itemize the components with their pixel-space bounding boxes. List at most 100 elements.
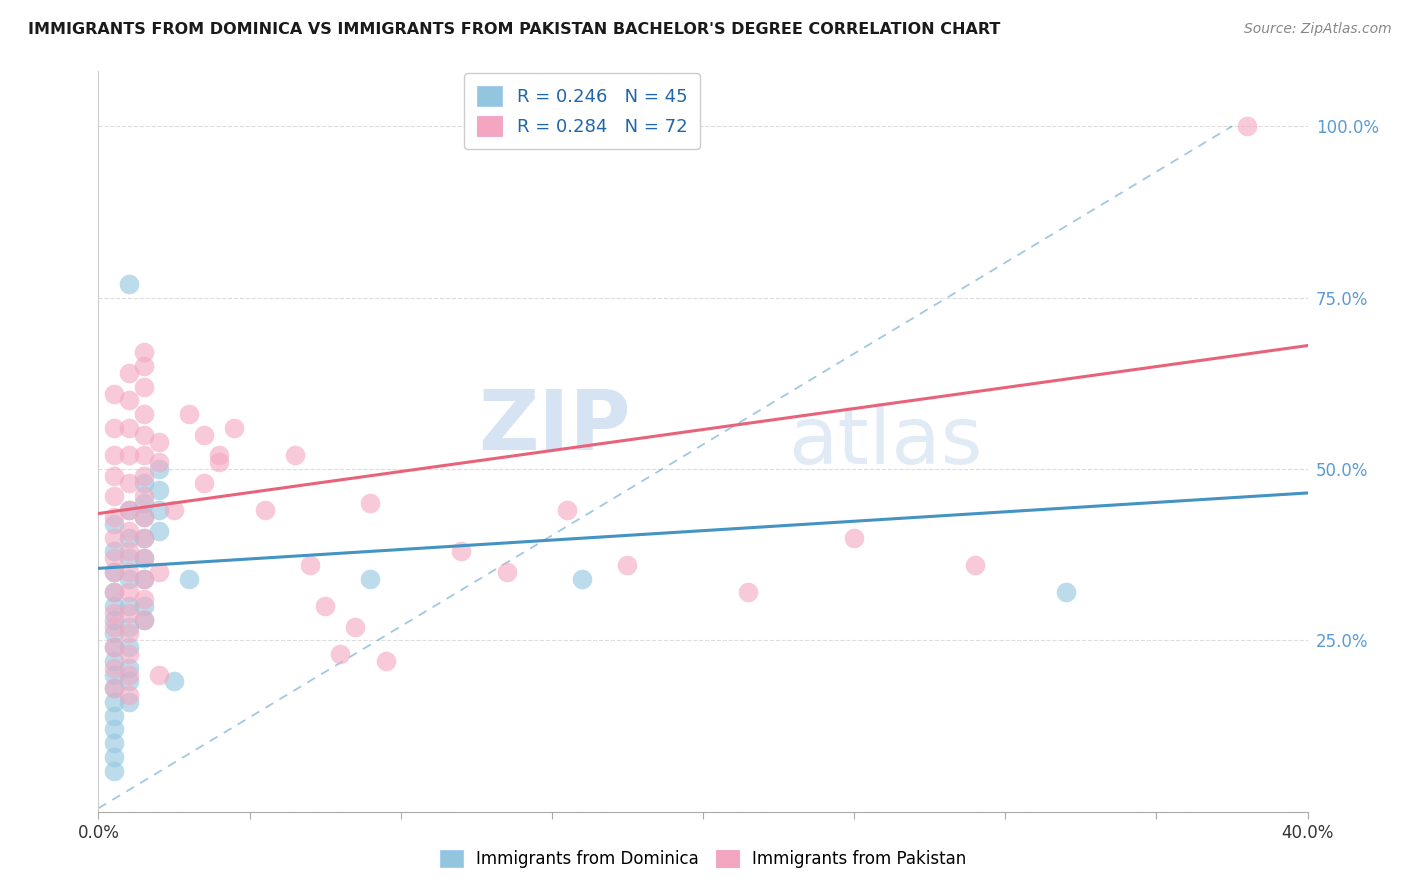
Point — [163, 503, 186, 517]
Point — [132, 496, 155, 510]
Point — [103, 681, 125, 696]
Point — [360, 496, 382, 510]
Point — [118, 565, 141, 579]
Point — [118, 619, 141, 633]
Point — [193, 427, 215, 442]
Point — [163, 674, 186, 689]
Point — [103, 606, 125, 620]
Point — [118, 503, 141, 517]
Point — [103, 386, 125, 401]
Point — [103, 681, 125, 696]
Point — [103, 510, 125, 524]
Point — [118, 626, 141, 640]
Point — [555, 503, 578, 517]
Point — [179, 572, 201, 586]
Point — [132, 510, 155, 524]
Point — [118, 544, 141, 558]
Point — [132, 489, 155, 503]
Point — [1054, 585, 1077, 599]
Point — [118, 475, 141, 490]
Point — [103, 421, 125, 435]
Point — [132, 551, 155, 566]
Text: ZIP: ZIP — [478, 386, 630, 467]
Point — [118, 585, 141, 599]
Point — [103, 667, 125, 681]
Point — [132, 613, 155, 627]
Point — [132, 510, 155, 524]
Point — [103, 468, 125, 483]
Point — [132, 427, 155, 442]
Point — [103, 489, 125, 503]
Text: atlas: atlas — [787, 402, 981, 481]
Point — [103, 516, 125, 531]
Point — [132, 475, 155, 490]
Point — [329, 647, 352, 661]
Point — [132, 551, 155, 566]
Point — [208, 448, 231, 462]
Point — [844, 531, 866, 545]
Point — [103, 619, 125, 633]
Point — [103, 695, 125, 709]
Point — [103, 626, 125, 640]
Point — [118, 448, 141, 462]
Point — [103, 565, 125, 579]
Point — [737, 585, 759, 599]
Point — [118, 667, 141, 681]
Point — [616, 558, 638, 572]
Legend: R = 0.246   N = 45, R = 0.284   N = 72: R = 0.246 N = 45, R = 0.284 N = 72 — [464, 73, 700, 149]
Point — [299, 558, 322, 572]
Point — [118, 503, 141, 517]
Point — [132, 572, 155, 586]
Point — [103, 448, 125, 462]
Point — [344, 619, 367, 633]
Point — [118, 688, 141, 702]
Point — [284, 448, 307, 462]
Point — [118, 674, 141, 689]
Point — [132, 468, 155, 483]
Point — [103, 599, 125, 613]
Point — [118, 551, 141, 566]
Point — [360, 572, 382, 586]
Point — [118, 661, 141, 675]
Point — [132, 380, 155, 394]
Point — [132, 531, 155, 545]
Point — [103, 551, 125, 566]
Point — [103, 708, 125, 723]
Point — [132, 572, 155, 586]
Point — [148, 667, 170, 681]
Point — [118, 647, 141, 661]
Point — [103, 661, 125, 675]
Point — [118, 421, 141, 435]
Point — [374, 654, 396, 668]
Point — [103, 531, 125, 545]
Point — [103, 565, 125, 579]
Point — [450, 544, 472, 558]
Text: IMMIGRANTS FROM DOMINICA VS IMMIGRANTS FROM PAKISTAN BACHELOR'S DEGREE CORRELATI: IMMIGRANTS FROM DOMINICA VS IMMIGRANTS F… — [28, 22, 1001, 37]
Text: Source: ZipAtlas.com: Source: ZipAtlas.com — [1244, 22, 1392, 37]
Point — [148, 524, 170, 538]
Point — [118, 640, 141, 655]
Point — [193, 475, 215, 490]
Point — [103, 640, 125, 655]
Point — [132, 592, 155, 607]
Point — [103, 736, 125, 750]
Point — [118, 572, 141, 586]
Point — [132, 407, 155, 421]
Point — [118, 695, 141, 709]
Point — [1236, 119, 1258, 133]
Point — [495, 565, 517, 579]
Point — [571, 572, 593, 586]
Point — [179, 407, 201, 421]
Point — [103, 723, 125, 737]
Point — [132, 531, 155, 545]
Point — [103, 654, 125, 668]
Point — [103, 613, 125, 627]
Point — [103, 544, 125, 558]
Point — [132, 448, 155, 462]
Point — [132, 599, 155, 613]
Point — [148, 455, 170, 469]
Point — [118, 606, 141, 620]
Point — [132, 359, 155, 373]
Point — [148, 434, 170, 449]
Point — [148, 483, 170, 497]
